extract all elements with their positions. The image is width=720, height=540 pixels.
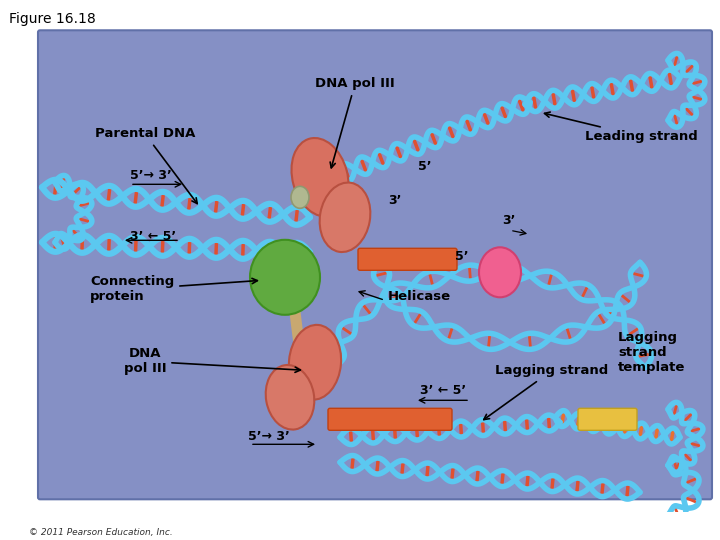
Text: Connecting
protein: Connecting protein <box>90 275 257 303</box>
FancyBboxPatch shape <box>578 408 637 430</box>
Text: 5’: 5’ <box>418 160 431 173</box>
Text: Lagging
strand
template: Lagging strand template <box>618 331 685 374</box>
Text: 3’: 3’ <box>388 194 401 207</box>
Text: 3’ ← 5’: 3’ ← 5’ <box>420 384 466 397</box>
Text: Parental DNA: Parental DNA <box>95 127 197 204</box>
Text: Lagging strand: Lagging strand <box>484 364 608 420</box>
Text: Figure 16.18: Figure 16.18 <box>9 12 95 26</box>
Ellipse shape <box>292 138 348 217</box>
Ellipse shape <box>266 365 315 430</box>
Text: 3’: 3’ <box>502 214 516 227</box>
Ellipse shape <box>250 240 320 315</box>
Text: 5’: 5’ <box>455 251 469 264</box>
Text: © 2011 Pearson Education, Inc.: © 2011 Pearson Education, Inc. <box>29 528 173 537</box>
Ellipse shape <box>320 183 370 252</box>
Text: 3’ ← 5’: 3’ ← 5’ <box>130 230 176 244</box>
Text: Leading strand: Leading strand <box>544 112 698 143</box>
Text: DNA pol III: DNA pol III <box>315 77 395 168</box>
Text: 5’→ 3’: 5’→ 3’ <box>248 430 289 443</box>
FancyBboxPatch shape <box>358 248 457 271</box>
Ellipse shape <box>479 247 521 298</box>
Text: DNA
pol III: DNA pol III <box>124 347 300 375</box>
FancyBboxPatch shape <box>38 30 712 500</box>
Ellipse shape <box>289 325 341 400</box>
Text: Helicase: Helicase <box>388 291 451 303</box>
Text: 5’→ 3’: 5’→ 3’ <box>130 170 172 183</box>
Ellipse shape <box>291 186 309 208</box>
FancyBboxPatch shape <box>328 408 452 430</box>
